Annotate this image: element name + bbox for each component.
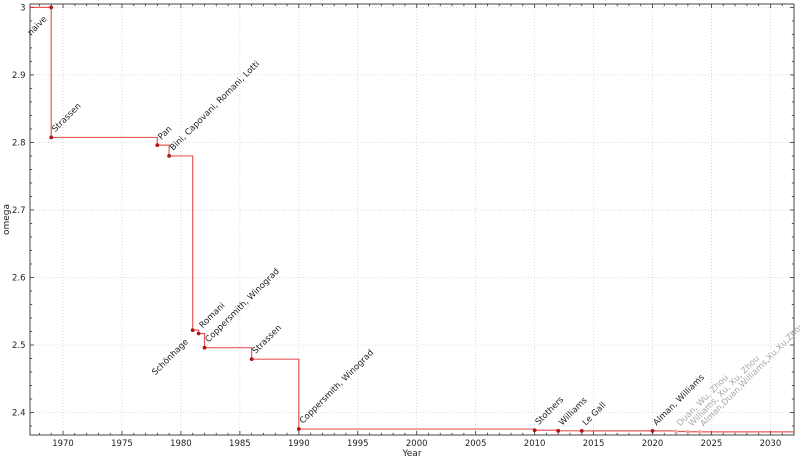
point-label: Schönhage [150, 337, 190, 377]
data-point-marker [167, 154, 172, 158]
data-point-marker [155, 143, 160, 148]
data-point-marker [249, 357, 254, 362]
y-tick-label: 3 [20, 3, 25, 13]
y-tick-label: 2.8 [12, 138, 26, 148]
gridlines [30, 4, 794, 435]
x-tick-label: 2015 [583, 439, 605, 449]
x-tick-label: 2030 [760, 439, 782, 449]
tick-labels: 1970 1975 1980 1985 1990 1995 2000 2005 2010 2015… [12, 3, 781, 449]
y-tick-label: 2.5 [12, 341, 26, 351]
y-tick-label: 2.4 [12, 409, 26, 419]
data-point-marker [697, 429, 702, 434]
x-tick-label: 1985 [229, 439, 251, 449]
x-tick-label: 1975 [111, 439, 133, 449]
data-point-marker [202, 345, 207, 350]
data-point-marker [674, 429, 678, 434]
data-points [49, 5, 702, 434]
point-label: Strassen [50, 101, 83, 134]
x-tick-label: 2005 [465, 439, 487, 449]
point-label: Strassen [251, 323, 284, 356]
omega-step-line [30, 6, 794, 433]
point-label: Pan [156, 124, 174, 142]
data-point-marker [49, 135, 54, 140]
x-tick-label: 1980 [170, 439, 192, 449]
data-point-marker [190, 328, 195, 333]
axis-ticks [30, 4, 795, 435]
point-label: Williams, Xu, Xu, Zhou [687, 354, 762, 429]
data-point-marker [579, 428, 584, 433]
y-tick-label: 2.7 [12, 206, 26, 216]
y-tick-label: 2.9 [12, 71, 26, 81]
point-label: Alman,Duan,Williams,Xu,Xu,Zhou [699, 321, 800, 429]
data-point-marker [296, 427, 301, 431]
x-tick-label: 2020 [642, 439, 664, 449]
data-point-marker [650, 428, 655, 433]
x-tick-label: 1990 [288, 439, 310, 449]
x-tick-label: 2025 [701, 439, 723, 449]
x-tick-label: 2000 [406, 439, 428, 449]
x-tick-label: 1995 [347, 439, 369, 449]
point-label: Coppersmith, Winograd [298, 348, 376, 426]
data-point-marker [685, 429, 690, 434]
y-tick-label: 2.6 [12, 273, 26, 283]
plot-frame [29, 3, 795, 436]
data-point-marker [49, 5, 54, 10]
point-label: naive [26, 14, 49, 37]
x-axis-label: Year [401, 449, 421, 459]
point-label: Bini, Capovani, Romani, Lotti [168, 59, 262, 153]
data-point-marker [532, 428, 537, 433]
data-point-marker [556, 428, 561, 433]
x-tick-label: 2010 [524, 439, 546, 449]
x-tick-label: 1970 [52, 439, 74, 449]
y-axis-label: omega [2, 204, 12, 235]
data-point-marker [196, 331, 201, 336]
